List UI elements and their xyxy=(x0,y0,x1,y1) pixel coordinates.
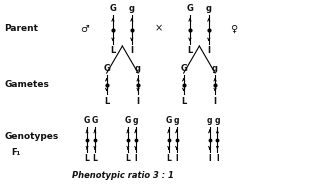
Text: Parent: Parent xyxy=(4,24,39,33)
Text: l: l xyxy=(214,97,217,106)
Text: G: G xyxy=(84,116,90,125)
Text: F₁: F₁ xyxy=(11,148,20,157)
Text: l: l xyxy=(207,46,210,55)
Text: G: G xyxy=(180,64,187,73)
Text: G: G xyxy=(186,4,193,13)
Text: L: L xyxy=(187,46,192,55)
Text: G: G xyxy=(125,116,131,125)
Text: L: L xyxy=(85,154,89,163)
Text: Phenotypic ratio 3 : 1: Phenotypic ratio 3 : 1 xyxy=(72,171,174,180)
Text: l: l xyxy=(130,46,133,55)
Text: g: g xyxy=(133,116,139,125)
Text: g: g xyxy=(174,116,179,125)
Text: g: g xyxy=(215,116,220,125)
Text: l: l xyxy=(208,154,211,163)
Text: g: g xyxy=(206,4,212,13)
Text: G: G xyxy=(165,116,172,125)
Text: Genotypes: Genotypes xyxy=(4,132,59,141)
Text: g: g xyxy=(207,116,212,125)
Text: ×: × xyxy=(154,24,163,34)
Text: ♀: ♀ xyxy=(230,24,237,34)
Text: L: L xyxy=(166,154,171,163)
Text: g: g xyxy=(212,64,218,73)
Text: l: l xyxy=(137,97,139,106)
Text: l: l xyxy=(216,154,219,163)
Text: G: G xyxy=(109,4,116,13)
Text: L: L xyxy=(181,97,186,106)
Text: l: l xyxy=(134,154,137,163)
Text: G: G xyxy=(103,64,110,73)
Text: Gametes: Gametes xyxy=(4,80,49,89)
Text: L: L xyxy=(110,46,116,55)
Text: g: g xyxy=(135,64,141,73)
Text: L: L xyxy=(104,97,109,106)
Text: L: L xyxy=(126,154,130,163)
Text: ♂: ♂ xyxy=(80,24,89,34)
Text: G: G xyxy=(92,116,98,125)
Text: g: g xyxy=(129,4,135,13)
Text: l: l xyxy=(175,154,178,163)
Text: L: L xyxy=(93,154,97,163)
